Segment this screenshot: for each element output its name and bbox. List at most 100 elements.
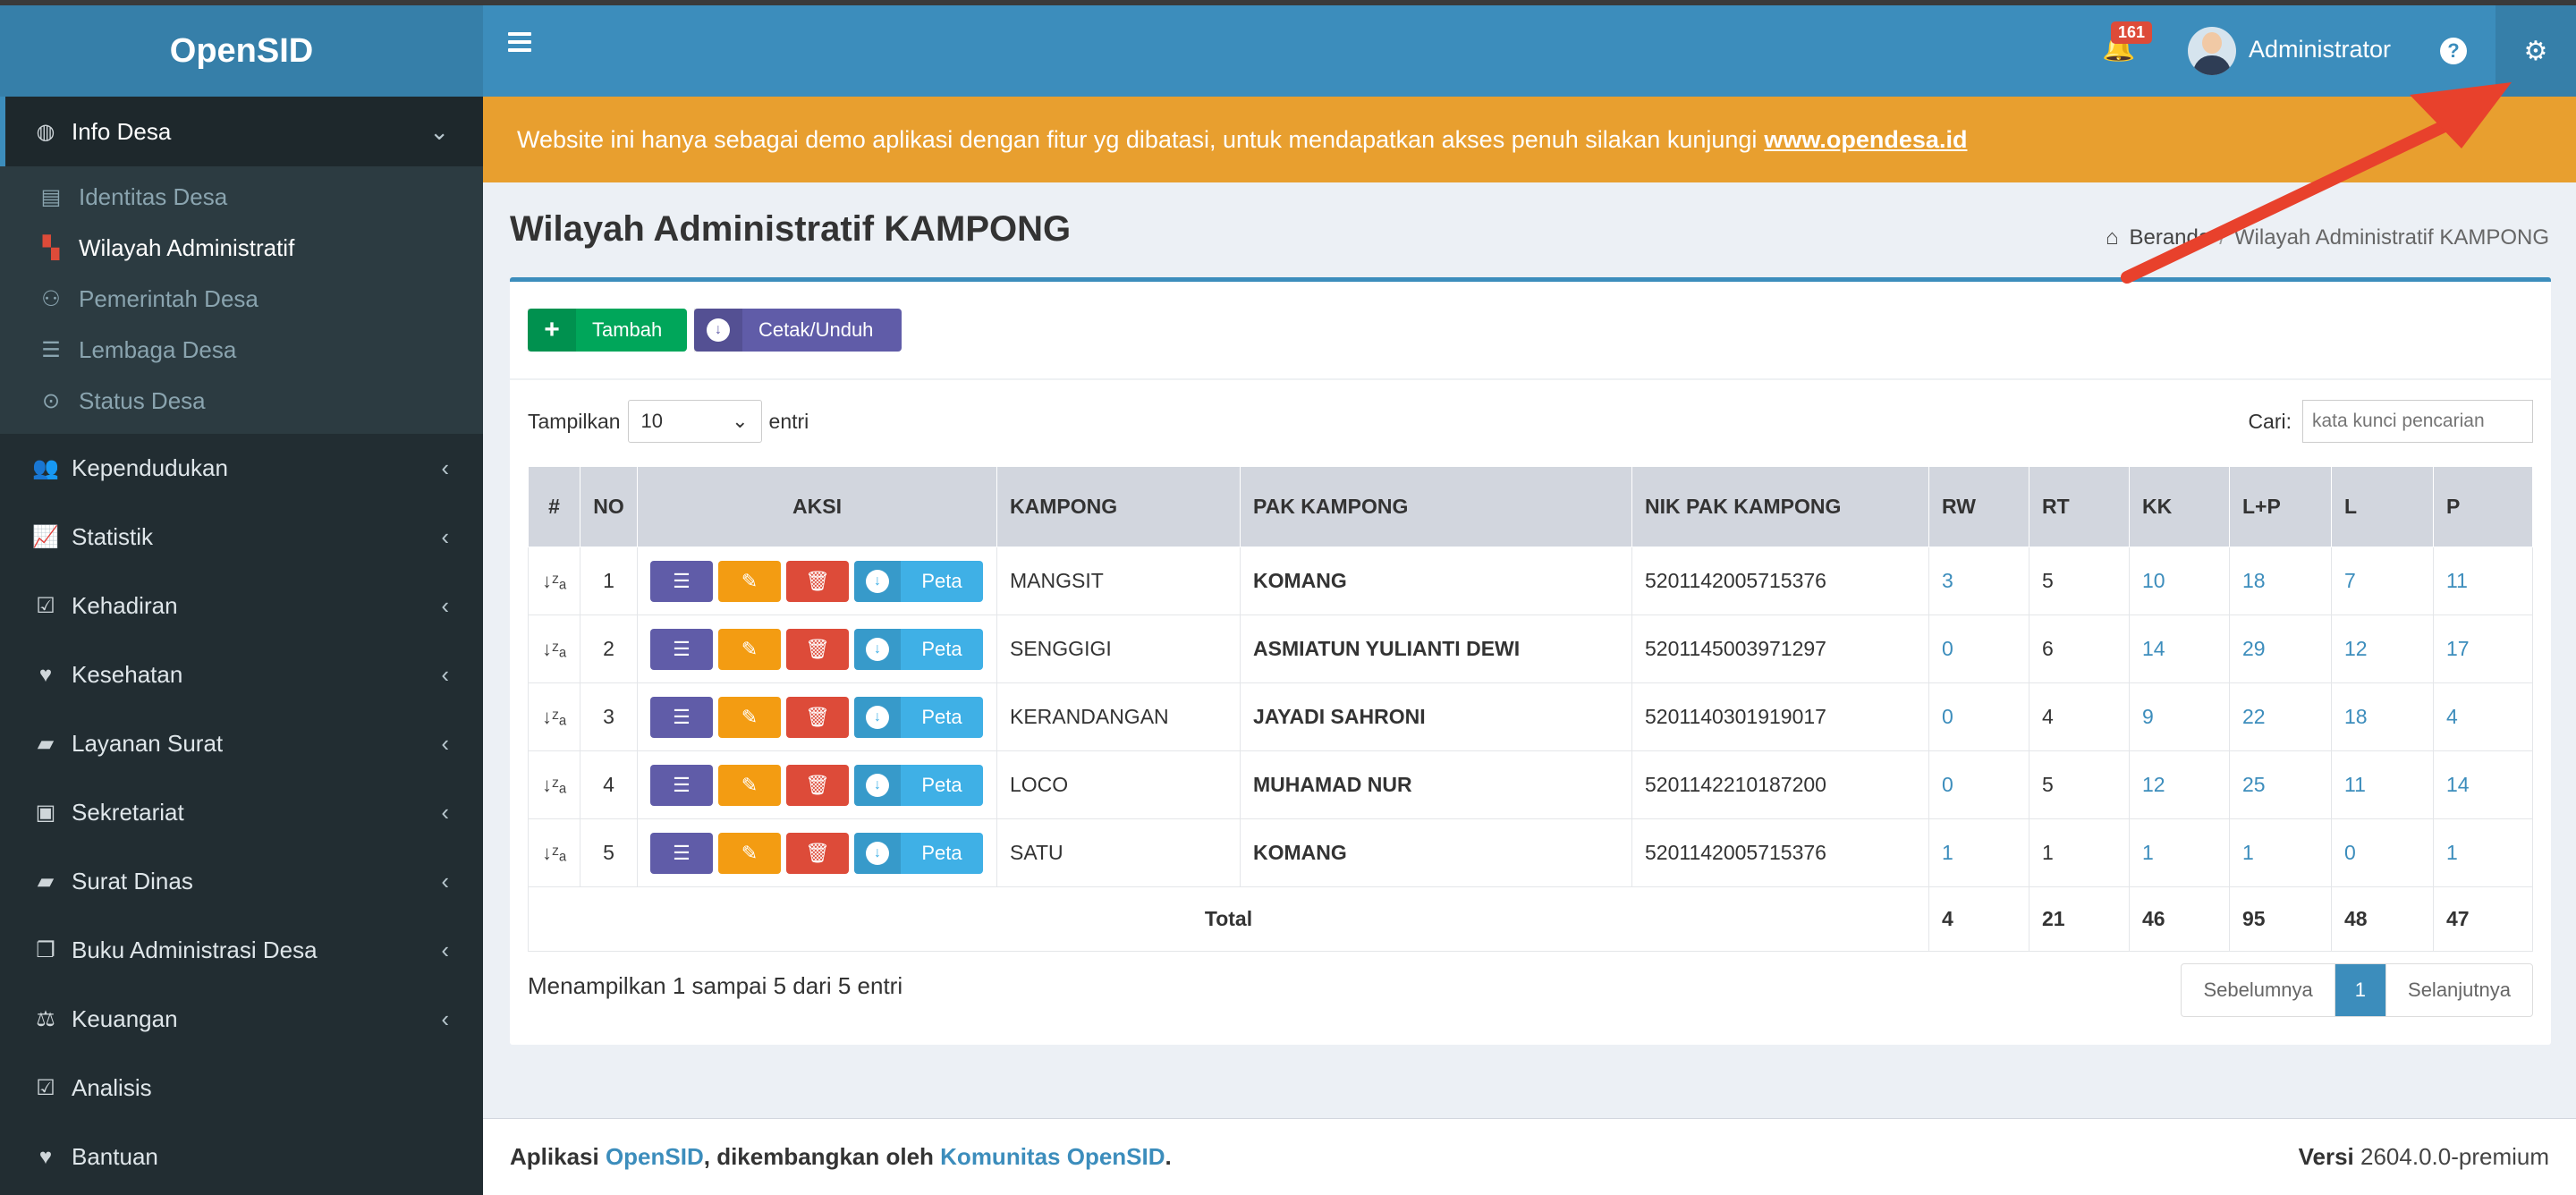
sidebar-item-sekretariat[interactable]: ▣ Sekretariat ‹ (0, 778, 483, 847)
row-sort-handle[interactable]: ↓ᶻₐ (528, 750, 580, 819)
sidebar-subitem-lembaga-desa[interactable]: ☰ Lembaga Desa (0, 325, 483, 376)
row-sort-handle[interactable]: ↓ᶻₐ (528, 614, 580, 683)
download-circle-icon: ↓ (854, 764, 901, 806)
cell-lp[interactable]: 29 (2229, 614, 2332, 683)
footer-community-link[interactable]: Komunitas OpenSID (940, 1143, 1165, 1170)
cell-kk[interactable]: 9 (2129, 682, 2230, 751)
edit-button[interactable]: ✎ (718, 628, 781, 670)
sidebar-item-info-desa[interactable]: ◍ Info Desa ⌄ (0, 97, 483, 166)
sidebar-item-buku-administrasi-desa[interactable]: ❐ Buku Administrasi Desa ‹ (0, 916, 483, 985)
cell-lp[interactable]: 1 (2229, 818, 2332, 887)
cell-l[interactable]: 18 (2331, 682, 2434, 751)
delete-button[interactable]: 🗑 (786, 696, 849, 738)
edit-button[interactable]: ✎ (718, 764, 781, 806)
search-input[interactable] (2302, 400, 2533, 443)
sidebar-subitem-pemerintah-desa[interactable]: ⚇ Pemerintah Desa (0, 274, 483, 325)
prev-page-button[interactable]: Sebelumnya (2182, 964, 2335, 1016)
cell-l[interactable]: 11 (2331, 750, 2434, 819)
cell-rw[interactable]: 0 (1928, 750, 2029, 819)
breadcrumb-home[interactable]: Beranda (2129, 225, 2211, 250)
sidebar-item-layanan-surat[interactable]: ▰ Layanan Surat ‹ (0, 709, 483, 778)
delete-button[interactable]: 🗑 (786, 628, 849, 670)
delete-button[interactable]: 🗑 (786, 832, 849, 874)
app-logo[interactable]: OpenSID (0, 5, 483, 97)
cell-kk[interactable]: 10 (2129, 547, 2230, 615)
cell-pak-kampong: ASMIATUN YULIANTI DEWI (1240, 614, 1632, 683)
list-icon: ☰ (673, 773, 691, 796)
col-rw[interactable]: RW (1928, 466, 2029, 547)
cell-p[interactable]: 1 (2433, 818, 2533, 887)
cell-rw[interactable]: 1 (1928, 818, 2029, 887)
col-kk[interactable]: KK (2129, 466, 2230, 547)
col-p[interactable]: P (2433, 466, 2533, 547)
cell-kk[interactable]: 12 (2129, 750, 2230, 819)
next-page-button[interactable]: Selanjutnya (2408, 979, 2511, 1001)
user-name[interactable]: Administrator (2249, 36, 2392, 63)
detail-button[interactable]: ☰ (650, 832, 713, 874)
settings-button[interactable]: ⚙ (2496, 5, 2576, 97)
row-sort-handle[interactable]: ↓ᶻₐ (528, 818, 580, 887)
sidebar-item-surat-dinas[interactable]: ▰ Surat Dinas ‹ (0, 847, 483, 916)
detail-button[interactable]: ☰ (650, 764, 713, 806)
map-button[interactable]: ↓ Peta (854, 560, 983, 602)
cell-lp[interactable]: 25 (2229, 750, 2332, 819)
col-hash[interactable]: # (528, 466, 580, 547)
notice-link[interactable]: www.opendesa.id (1764, 125, 1968, 153)
edit-button[interactable]: ✎ (718, 832, 781, 874)
cell-kk[interactable]: 1 (2129, 818, 2230, 887)
sidebar-subitem-wilayah-administratif[interactable]: ▚ Wilayah Administratif (0, 223, 483, 274)
col-kampong[interactable]: KAMPONG (996, 466, 1241, 547)
sidebar-subitem-status-desa[interactable]: ⊙ Status Desa (0, 376, 483, 427)
sidebar-item-kesehatan[interactable]: ♥ Kesehatan ‹ (0, 640, 483, 709)
page-size-select[interactable]: 10 ⌄ (627, 400, 762, 443)
map-button[interactable]: ↓ Peta (854, 832, 983, 874)
map-button[interactable]: ↓ Peta (854, 764, 983, 806)
hamburger-menu-icon[interactable] (508, 32, 531, 52)
cell-p[interactable]: 17 (2433, 614, 2533, 683)
sidebar-item-kehadiran[interactable]: ☑ Kehadiran ‹ (0, 572, 483, 640)
help-icon[interactable]: ? (2440, 38, 2467, 64)
col-lp[interactable]: L+P (2229, 466, 2332, 547)
detail-button[interactable]: ☰ (650, 696, 713, 738)
col-l[interactable]: L (2331, 466, 2434, 547)
col-pak-kampong[interactable]: PAK KAMPONG (1240, 466, 1632, 547)
cell-p[interactable]: 11 (2433, 547, 2533, 615)
col-nik[interactable]: NIK PAK KAMPONG (1631, 466, 1929, 547)
row-sort-handle[interactable]: ↓ᶻₐ (528, 547, 580, 615)
detail-button[interactable]: ☰ (650, 560, 713, 602)
detail-button[interactable]: ☰ (650, 628, 713, 670)
cell-l[interactable]: 12 (2331, 614, 2434, 683)
cell-rw[interactable]: 3 (1928, 547, 2029, 615)
sidebar-subitem-identitas-desa[interactable]: ▤ Identitas Desa (0, 172, 483, 223)
cell-p[interactable]: 14 (2433, 750, 2533, 819)
sidebar-item-kependudukan[interactable]: 👥 Kependudukan ‹ (0, 434, 483, 503)
map-button[interactable]: ↓ Peta (854, 628, 983, 670)
cell-rw[interactable]: 0 (1928, 614, 2029, 683)
col-no[interactable]: NO (580, 466, 638, 547)
cell-kk[interactable]: 14 (2129, 614, 2230, 683)
delete-button[interactable]: 🗑 (786, 560, 849, 602)
edit-button[interactable]: ✎ (718, 560, 781, 602)
sidebar-item-keuangan[interactable]: ⚖ Keuangan ‹ (0, 985, 483, 1054)
user-avatar[interactable] (2188, 27, 2236, 75)
row-sort-handle[interactable]: ↓ᶻₐ (528, 682, 580, 751)
book-icon: ▰ (37, 869, 55, 894)
print-download-button[interactable]: ↓ Cetak/Unduh (694, 309, 902, 352)
cell-lp[interactable]: 18 (2229, 547, 2332, 615)
col-rt[interactable]: RT (2029, 466, 2130, 547)
page-1-button[interactable]: 1 (2334, 964, 2387, 1016)
cell-l[interactable]: 0 (2331, 818, 2434, 887)
delete-button[interactable]: 🗑 (786, 764, 849, 806)
cell-p[interactable]: 4 (2433, 682, 2533, 751)
add-button[interactable]: + Tambah (528, 309, 687, 352)
edit-button[interactable]: ✎ (718, 696, 781, 738)
sidebar-item-bantuan[interactable]: ♥ Bantuan (0, 1123, 483, 1191)
cell-lp[interactable]: 22 (2229, 682, 2332, 751)
cell-rw[interactable]: 0 (1928, 682, 2029, 751)
sidebar-item-statistik[interactable]: 📈 Statistik ‹ (0, 503, 483, 572)
chevron-left-icon: ‹ (441, 523, 449, 550)
map-button[interactable]: ↓ Peta (854, 696, 983, 738)
footer-app-link[interactable]: OpenSID (605, 1143, 704, 1170)
sidebar-item-analisis[interactable]: ☑ Analisis (0, 1054, 483, 1123)
cell-l[interactable]: 7 (2331, 547, 2434, 615)
